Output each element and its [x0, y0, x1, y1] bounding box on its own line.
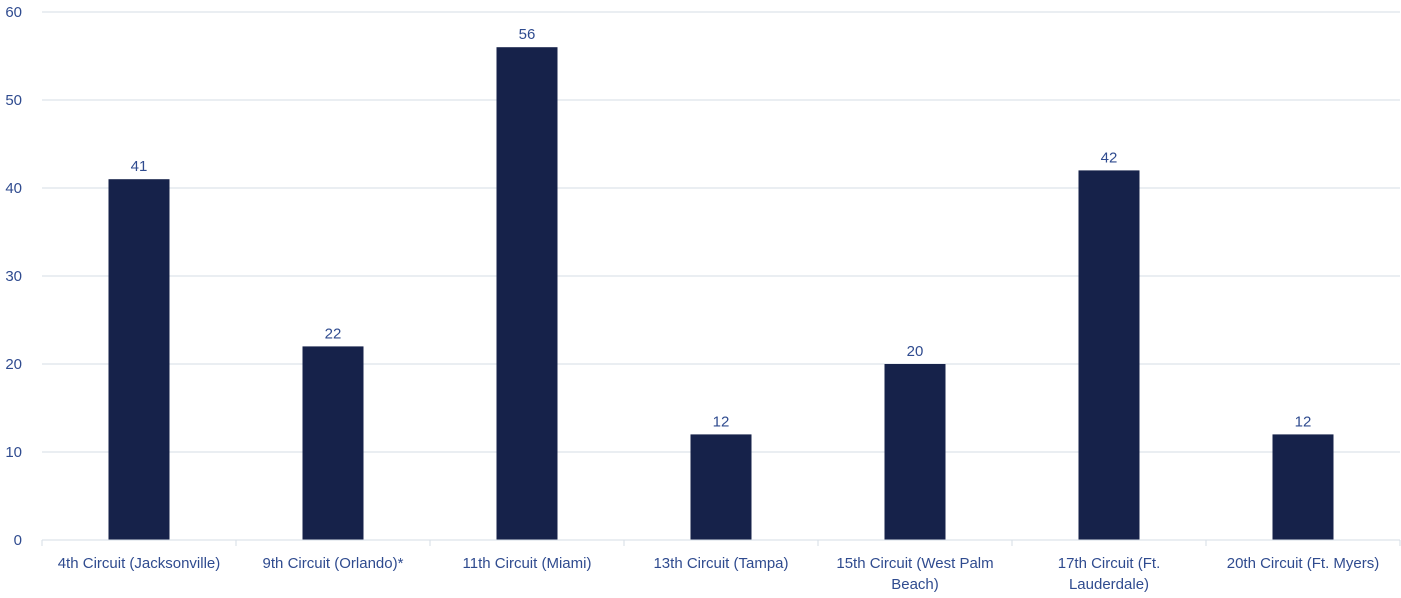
category-label: 20th Circuit (Ft. Myers) — [1227, 555, 1380, 572]
y-axis-ticks: 0 10 20 30 40 50 60 — [5, 4, 22, 549]
data-label: 12 — [1295, 413, 1312, 430]
bar — [1078, 170, 1140, 540]
y-tick-label: 50 — [5, 92, 22, 109]
data-label: 22 — [325, 325, 342, 342]
data-label: 56 — [519, 26, 536, 43]
category-label: 4th Circuit (Jacksonville) — [58, 555, 221, 572]
bar — [690, 434, 752, 540]
y-tick-label: 0 — [14, 532, 22, 549]
category-labels: 4th Circuit (Jacksonville) 9th Circuit (O… — [58, 555, 1380, 593]
bar — [302, 346, 364, 540]
bar — [496, 47, 558, 540]
category-label: 13th Circuit (Tampa) — [653, 555, 788, 572]
y-tick-label: 20 — [5, 356, 22, 373]
y-tick-label: 10 — [5, 444, 22, 461]
category-label: 9th Circuit (Orlando)* — [263, 555, 404, 572]
data-label: 20 — [907, 343, 924, 360]
x-axis — [41, 539, 1401, 546]
category-label: 17th Circuit (Ft. — [1058, 555, 1161, 572]
data-label: 12 — [713, 413, 730, 430]
category-label: 11th Circuit (Miami) — [463, 555, 592, 572]
category-label: 15th Circuit (West Palm — [836, 555, 993, 572]
y-tick-label: 30 — [5, 268, 22, 285]
bars — [108, 47, 1334, 540]
gridlines — [42, 11, 1400, 453]
y-tick-label: 60 — [5, 4, 22, 21]
data-label: 42 — [1101, 149, 1118, 166]
bar — [1272, 434, 1334, 540]
data-labels: 41 22 56 12 20 42 12 — [131, 26, 1312, 430]
bar — [884, 364, 946, 540]
category-label: Lauderdale) — [1069, 576, 1149, 593]
category-label: Beach) — [891, 576, 939, 593]
y-tick-label: 40 — [5, 180, 22, 197]
data-label: 41 — [131, 158, 148, 175]
bar — [108, 179, 170, 540]
